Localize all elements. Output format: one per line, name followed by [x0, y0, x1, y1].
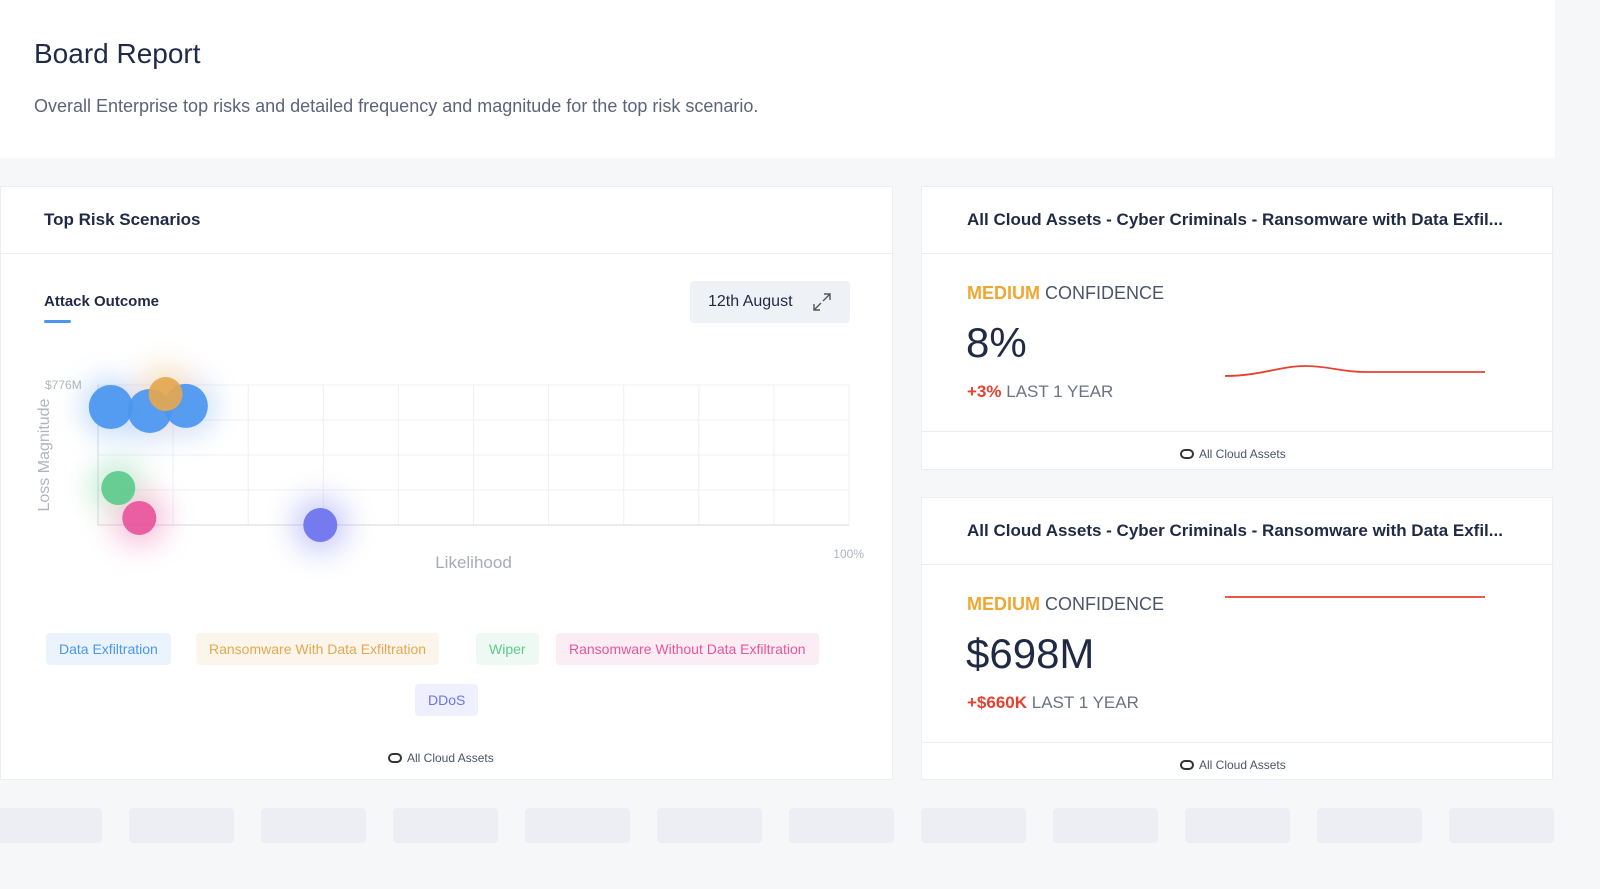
skeleton-tab [657, 808, 762, 843]
footer-text: All Cloud Assets [1199, 758, 1286, 772]
change-period: LAST 1 YEAR [1006, 382, 1114, 401]
bubble [148, 377, 183, 412]
page-subtitle: Overall Enterprise top risks and detaile… [34, 96, 759, 116]
tab[interactable]: Attack Outcome [44, 293, 160, 310]
skeleton-tab [0, 808, 102, 843]
confidence: MEDIUM CONFIDENCE [967, 594, 1164, 615]
legend-item[interactable]: Data Exfiltration [46, 633, 171, 665]
confidence-label: CONFIDENCE [1045, 283, 1165, 303]
change-period: LAST 1 YEAR [1031, 693, 1139, 712]
metric-value: $698M [966, 630, 1095, 677]
change: +$660K LAST 1 YEAR [967, 693, 1139, 713]
skeleton-tab [1185, 808, 1290, 843]
page-title: Board Report [34, 38, 201, 69]
footer-icon [1180, 449, 1194, 459]
confidence: MEDIUM CONFIDENCE [967, 283, 1164, 304]
metric-card: All Cloud Assets - Cyber Criminals - Ran… [921, 497, 1554, 780]
bubble [88, 385, 133, 430]
skeleton-tab [261, 808, 366, 843]
confidence-level: MEDIUM [967, 283, 1040, 303]
skeleton-tab [1449, 808, 1554, 843]
footer-text: All Cloud Assets [407, 751, 494, 765]
x-axis-label: Likelihood [435, 553, 512, 572]
separator [1, 253, 894, 254]
bubble [101, 471, 136, 506]
separator [922, 431, 1554, 432]
skeleton-tab [789, 808, 894, 843]
card-footer: All Cloud Assets [388, 751, 494, 765]
legend-item[interactable]: Ransomware With Data Exfiltration [196, 633, 440, 665]
confidence-label: CONFIDENCE [1045, 594, 1165, 614]
tab-underline [44, 320, 71, 323]
date-button[interactable]: 12th August [690, 281, 850, 323]
y-axis-label: Loss Magnitude [36, 398, 53, 511]
bubble [122, 500, 157, 535]
skeleton-tab [129, 808, 234, 843]
metric-card: All Cloud Assets - Cyber Criminals - Ran… [921, 186, 1554, 470]
metric-value: 8% [966, 319, 1027, 366]
separator [922, 742, 1554, 743]
card-title: All Cloud Assets - Cyber Criminals - Ran… [967, 521, 1503, 540]
change-value: +3% [967, 382, 1002, 401]
card-footer: All Cloud Assets [1180, 447, 1286, 461]
card-title: Top Risk Scenarios [44, 210, 201, 229]
confidence-level: MEDIUM [967, 594, 1040, 614]
legend-item[interactable]: Ransomware Without Data Exfiltration [556, 633, 819, 665]
date: 12th August [708, 293, 793, 310]
bubble-chart: Loss Magnitude $776M Likelihood 100% [36, 366, 864, 572]
left-card: Top Risk Scenarios Attack Outcome 12th A… [0, 186, 894, 780]
card-footer: All Cloud Assets [1180, 758, 1286, 772]
card-title: All Cloud Assets - Cyber Criminals - Ran… [967, 210, 1503, 229]
x-max-label: 100% [833, 547, 864, 561]
skeleton-tab [1053, 808, 1158, 843]
footer-text: All Cloud Assets [1199, 447, 1286, 461]
bubble [303, 508, 338, 542]
change: +3% LAST 1 YEAR [967, 382, 1113, 402]
header: Board Report Overall Enterprise top risk… [0, 0, 1555, 158]
skeleton-tab [393, 808, 498, 843]
separator [922, 253, 1554, 254]
skeleton-tab [921, 808, 1026, 843]
legend-item[interactable]: DDoS [415, 684, 479, 716]
legend-item[interactable]: Wiper [476, 633, 539, 665]
footer-icon [1180, 760, 1194, 770]
y-max-label: $776M [45, 378, 82, 392]
separator [922, 564, 1554, 565]
skeleton-tab [525, 808, 630, 843]
skeleton-tab [1317, 808, 1422, 843]
change-value: +$660K [967, 693, 1028, 712]
expand-icon [813, 293, 831, 311]
